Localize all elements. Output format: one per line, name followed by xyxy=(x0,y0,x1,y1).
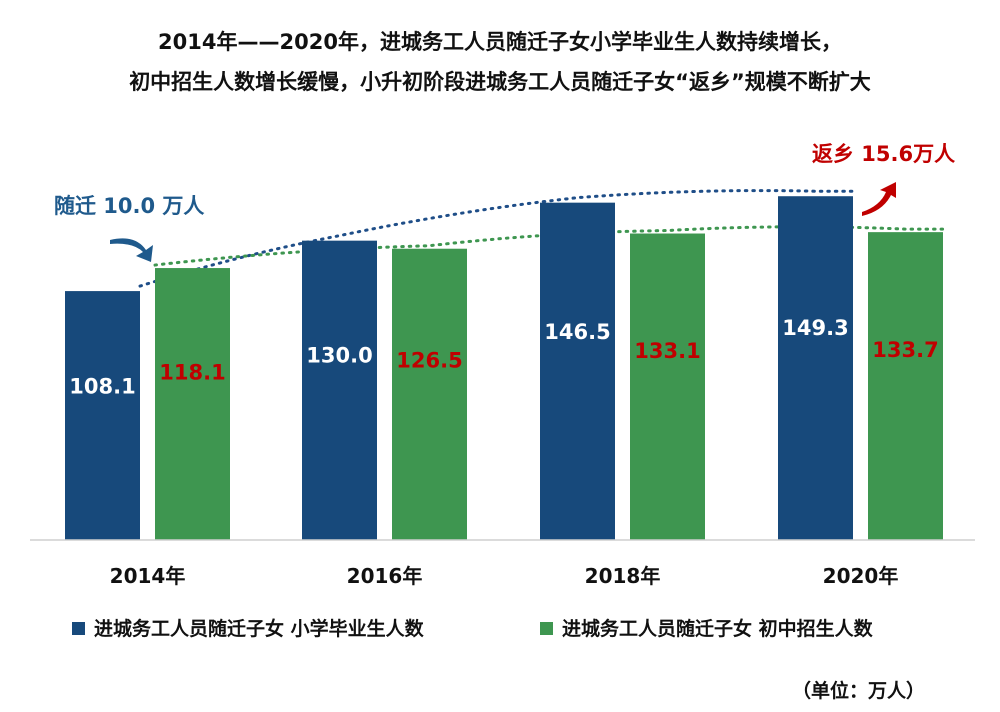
bar-series-1-2018年 xyxy=(540,202,615,540)
trend-line-series-2 xyxy=(153,225,947,267)
value-label-series-2-2020年: 133.7 xyxy=(872,338,938,362)
callout-migrate-label: 随迁 10.0 万人 xyxy=(54,194,205,218)
legend-label-series-2: 进城务工人员随迁子女 初中招生人数 xyxy=(562,617,874,640)
x-tick-label-2018年: 2018年 xyxy=(585,564,661,588)
value-label-series-1-2014年: 108.1 xyxy=(69,375,135,399)
callout-arrows xyxy=(110,182,896,262)
legend-swatch-series-1 xyxy=(72,622,85,635)
bar-series-2-2014年 xyxy=(155,268,230,540)
bar-series-1-2016年 xyxy=(302,240,377,540)
curved-arrow-right-icon xyxy=(862,182,896,216)
callout-return-label: 返乡 15.6万人 xyxy=(812,142,956,166)
x-tick-label-2020年: 2020年 xyxy=(823,564,899,588)
x-tick-label-2016年: 2016年 xyxy=(347,564,423,588)
bar-series-1-2014年 xyxy=(65,291,140,540)
bar-series-2-2016年 xyxy=(392,248,467,540)
legend: 进城务工人员随迁子女 小学毕业生人数 进城务工人员随迁子女 初中招生人数 xyxy=(72,617,874,640)
trend-lines xyxy=(138,189,947,288)
x-tick-label-2014年: 2014年 xyxy=(110,564,186,588)
value-label-series-1-2018年: 146.5 xyxy=(544,320,610,344)
legend-swatch-series-2 xyxy=(540,622,553,635)
unit-note: （单位：万人） xyxy=(792,680,926,702)
chart-title-line-2: 初中招生人数增长缓慢，小升初阶段进城务工人员随迁子女“返乡”规模不断扩大 xyxy=(129,70,871,94)
legend-label-series-1: 进城务工人员随迁子女 小学毕业生人数 xyxy=(94,617,425,640)
bars xyxy=(65,196,943,541)
x-axis-ticks: 2014年 2016年 2018年 2020年 xyxy=(110,564,899,588)
bar-series-2-2018年 xyxy=(630,233,705,541)
value-label-series-2-2016年: 126.5 xyxy=(396,348,462,372)
chart-title-line-1: 2014年——2020年，进城务工人员随迁子女小学毕业生人数持续增长， xyxy=(158,30,842,54)
value-label-series-2-2018年: 133.1 xyxy=(634,339,700,363)
curved-arrow-left-icon xyxy=(110,238,153,262)
bar-series-2-2020年 xyxy=(868,232,943,540)
value-label-series-1-2020年: 149.3 xyxy=(782,316,848,340)
value-label-series-2-2014年: 118.1 xyxy=(159,360,225,384)
value-labels: 108.1 130.0 146.5 149.3 118.1 126.5 133.1 133.7 xyxy=(69,316,938,399)
value-label-series-1-2016年: 130.0 xyxy=(306,343,372,367)
bar-series-1-2020年 xyxy=(778,196,853,540)
